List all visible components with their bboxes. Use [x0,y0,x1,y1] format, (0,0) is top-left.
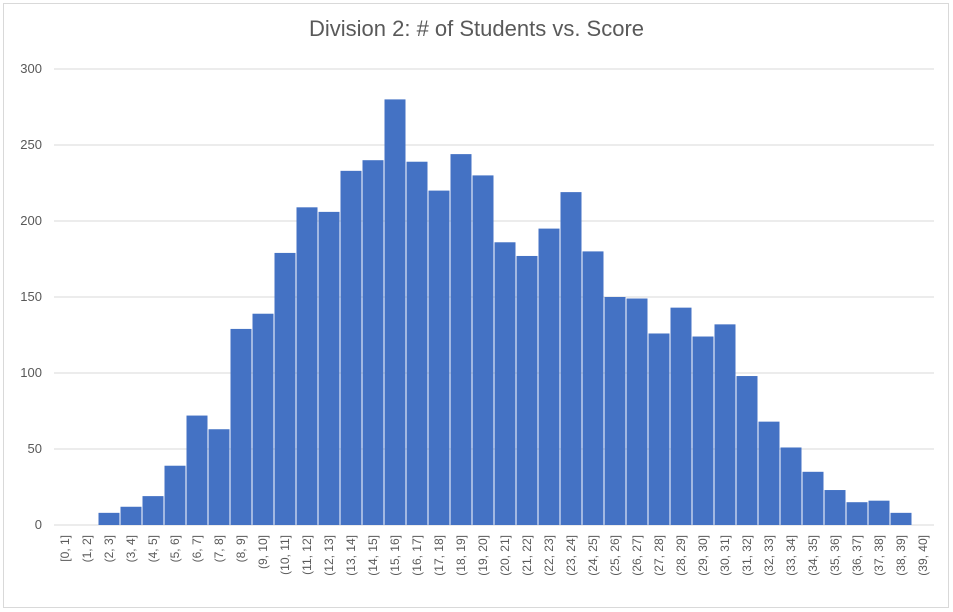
bar [648,333,670,525]
bar [582,251,604,525]
bar [604,297,626,525]
bar [164,465,186,525]
x-tick-label: (38, 39] [894,535,908,576]
x-tick-label: (26, 27] [630,535,644,576]
x-tick-label: (11, 12] [300,535,314,575]
bar [868,500,890,525]
bar [560,192,582,525]
x-tick-label: (25, 26] [608,535,622,576]
y-tick-label: 150 [20,289,42,304]
bar [626,298,648,525]
bar [780,447,802,525]
bar [714,324,736,525]
x-tick-label: (21, 22] [520,535,534,576]
x-tick-label: (22, 23] [542,535,556,576]
bar [472,175,494,525]
y-tick-label: 50 [28,441,42,456]
bar [692,336,714,525]
x-tick-label: (7, 8] [212,535,226,562]
bar [406,161,428,525]
bar [428,190,450,525]
x-tick-label: (33, 34] [784,535,798,576]
x-tick-label: (15, 16] [388,535,402,576]
bar [670,307,692,525]
bar [274,252,296,526]
x-tick-label: (8, 9] [234,535,248,562]
bar [846,502,868,525]
x-tick-label: (20, 21] [498,535,512,576]
x-tick-label: (6, 7] [190,535,204,562]
bar [120,506,142,525]
x-tick-label: (14, 15] [366,535,380,576]
x-tick-label: (35, 36] [828,535,842,576]
bar [802,471,824,525]
x-tick-label: (34, 35] [806,535,820,576]
bar [230,328,252,525]
gridlines [54,68,934,526]
x-tick-label: (1, 2] [80,535,94,562]
bar [494,242,516,525]
bars [98,99,912,526]
x-tick-label: (28, 29] [674,535,688,576]
x-tick-label: (29, 30] [696,535,710,576]
x-tick-label: (16, 17] [410,535,424,576]
y-tick-label: 300 [20,61,42,76]
x-tick-label: (23, 24] [564,535,578,576]
bar [252,313,274,525]
x-tick-label: (2, 3] [102,535,116,562]
y-tick-label: 0 [35,517,42,532]
x-axis-ticks: [0, 1] (1, 2] (2, 3] (3, 4] (4, 5] (5, 6] (6, … [58,535,930,576]
x-tick-label: (12, 13] [322,535,336,576]
x-tick-label: (32, 33] [762,535,776,576]
x-tick-label: (27, 28] [652,535,666,576]
x-tick-label: (30, 31] [718,535,732,576]
bar [538,228,560,525]
x-tick-label: (36, 37] [850,535,864,576]
bar [296,207,318,525]
x-tick-label: (5, 6] [168,535,182,562]
chart-title: Division 2: # of Students vs. Score [308,16,645,41]
x-tick-label: [0, 1] [58,535,72,562]
x-tick-label: (37, 38] [872,535,886,576]
y-tick-label: 200 [20,213,42,228]
x-tick-label: (13, 14] [344,535,358,576]
x-tick-label: (31, 32] [740,535,754,576]
bar [736,376,758,525]
bar [340,170,362,525]
bar [98,512,120,525]
y-tick-label: 250 [20,137,42,152]
x-tick-label: (9, 10] [256,535,270,569]
bar [208,429,230,525]
bar [362,160,384,525]
bar [142,496,164,525]
bar [450,154,472,525]
x-tick-label: (18, 19] [454,535,468,576]
bar [890,512,912,525]
bar [824,490,846,525]
bar [384,99,406,526]
x-tick-label: (19, 20] [476,535,490,576]
x-tick-label: (24, 25] [586,535,600,576]
x-tick-label: (17, 18] [432,535,446,576]
bar [186,415,208,525]
y-tick-label: 100 [20,365,42,380]
y-axis-ticks: 0 50 100 150 200 250 300 [20,61,42,532]
x-tick-label: (39, 40] [916,535,930,576]
bar [758,421,780,525]
x-tick-label: (10, 11] [278,535,292,575]
x-tick-label: (3, 4] [124,535,138,562]
x-tick-label: (4, 5] [146,535,160,562]
bar [318,211,340,525]
bar [516,255,538,525]
